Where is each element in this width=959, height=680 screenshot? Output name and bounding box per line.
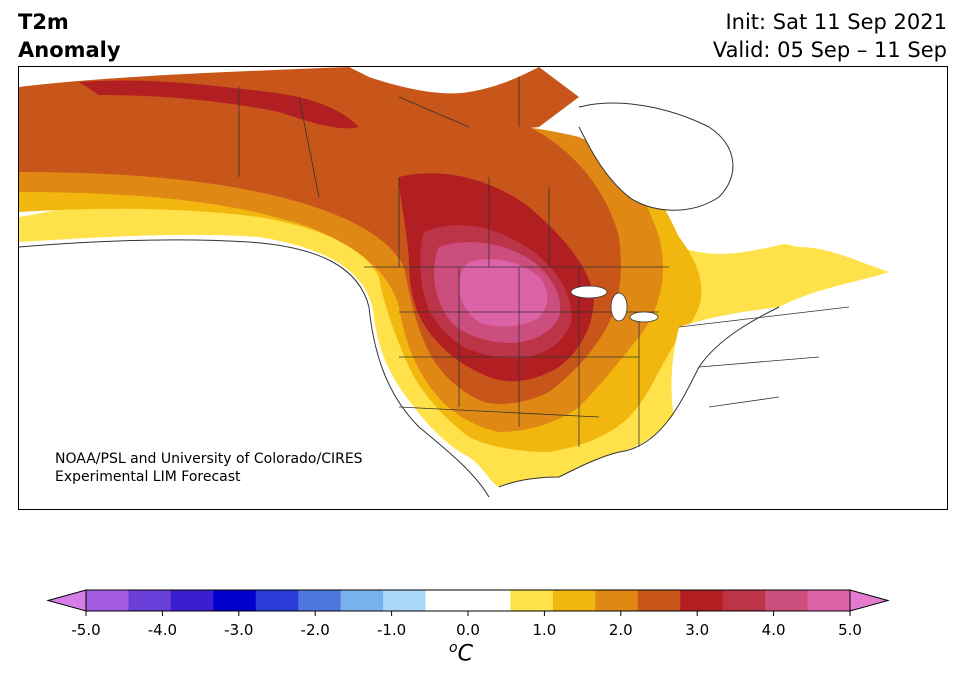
colorbar-tick-label: 1.0 bbox=[532, 621, 556, 639]
colorbar-segment bbox=[510, 590, 554, 611]
colorbar-segment bbox=[255, 590, 299, 611]
title-line-2: Anomaly bbox=[18, 38, 121, 62]
colorbar-tick-label: 3.0 bbox=[685, 621, 709, 639]
colorbar-segment bbox=[552, 590, 596, 611]
colorbar-segment bbox=[340, 590, 384, 611]
great-lakes bbox=[570, 285, 659, 323]
colorbar-tick-label: -1.0 bbox=[377, 621, 406, 639]
pacific-water bbox=[19, 239, 489, 509]
anomaly-band-arctic-peak bbox=[79, 80, 359, 129]
atlantic-water bbox=[582, 107, 947, 509]
colorbar-tick-label: -4.0 bbox=[148, 621, 177, 639]
attribution-line-2: Experimental LIM Forecast bbox=[55, 469, 241, 485]
attribution: NOAA/PSL and University of Colorado/CIRE… bbox=[55, 450, 363, 486]
colorbar-segment bbox=[595, 590, 639, 611]
gulf-water bbox=[489, 452, 619, 509]
colorbar-segment bbox=[86, 590, 129, 611]
colorbar-arrow-low bbox=[46, 589, 87, 612]
colorbar-segment bbox=[213, 590, 257, 611]
colorbar-unit: oC bbox=[449, 640, 473, 666]
colorbar-segment bbox=[680, 590, 724, 611]
colorbar-ticks: -5.0 -4.0 -3.0 -2.0 -1.0 0.0 1.0 2.0 3.0 4.0 5.0 bbox=[71, 611, 862, 639]
anomaly-map: NOAA/PSL and University of Colorado/CIRE… bbox=[18, 66, 948, 510]
coastlines bbox=[19, 102, 780, 498]
colorbar-tick-label: 5.0 bbox=[838, 621, 862, 639]
unit-degree: o bbox=[449, 640, 458, 656]
political-borders bbox=[238, 77, 850, 447]
arctic-water bbox=[349, 67, 539, 94]
colorbar-segment bbox=[383, 590, 427, 611]
colorbar-segment bbox=[468, 590, 511, 611]
unit-celsius: C bbox=[457, 641, 473, 667]
colorbar-segment bbox=[637, 590, 681, 611]
colorbar-segments bbox=[46, 589, 890, 612]
init-date: Init: Sat 11 Sep 2021 bbox=[725, 10, 947, 34]
valid-range: Valid: 05 Sep – 11 Sep bbox=[712, 38, 947, 62]
colorbar-arrow-high bbox=[849, 589, 890, 612]
colorbar-segment bbox=[765, 590, 809, 611]
colorbar-segment bbox=[807, 590, 851, 611]
attribution-line-1: NOAA/PSL and University of Colorado/CIRE… bbox=[55, 451, 363, 467]
colorbar-tick-label: 2.0 bbox=[609, 621, 633, 639]
colorbar-segment bbox=[722, 590, 766, 611]
colorbar-tick-label: 4.0 bbox=[762, 621, 786, 639]
hudson-bay bbox=[579, 103, 733, 211]
colorbar-segment bbox=[425, 590, 469, 611]
colorbar-tick-label: -3.0 bbox=[224, 621, 253, 639]
colorbar-segment bbox=[298, 590, 342, 611]
anomaly-band-4p5 bbox=[459, 259, 548, 327]
title-line-1: T2m bbox=[18, 10, 69, 34]
map-canvas bbox=[19, 67, 947, 509]
colorbar-tick-label: -5.0 bbox=[71, 621, 100, 639]
colorbar-segment bbox=[128, 590, 172, 611]
colorbar-tick-label: 0.0 bbox=[456, 621, 480, 639]
forecast-dates: Init: Sat 11 Sep 2021 Valid: 05 Sep – 11… bbox=[713, 8, 947, 64]
map-title: T2m Anomaly bbox=[18, 8, 121, 64]
colorbar-segment bbox=[170, 590, 214, 611]
colorbar-tick-label: -2.0 bbox=[301, 621, 330, 639]
